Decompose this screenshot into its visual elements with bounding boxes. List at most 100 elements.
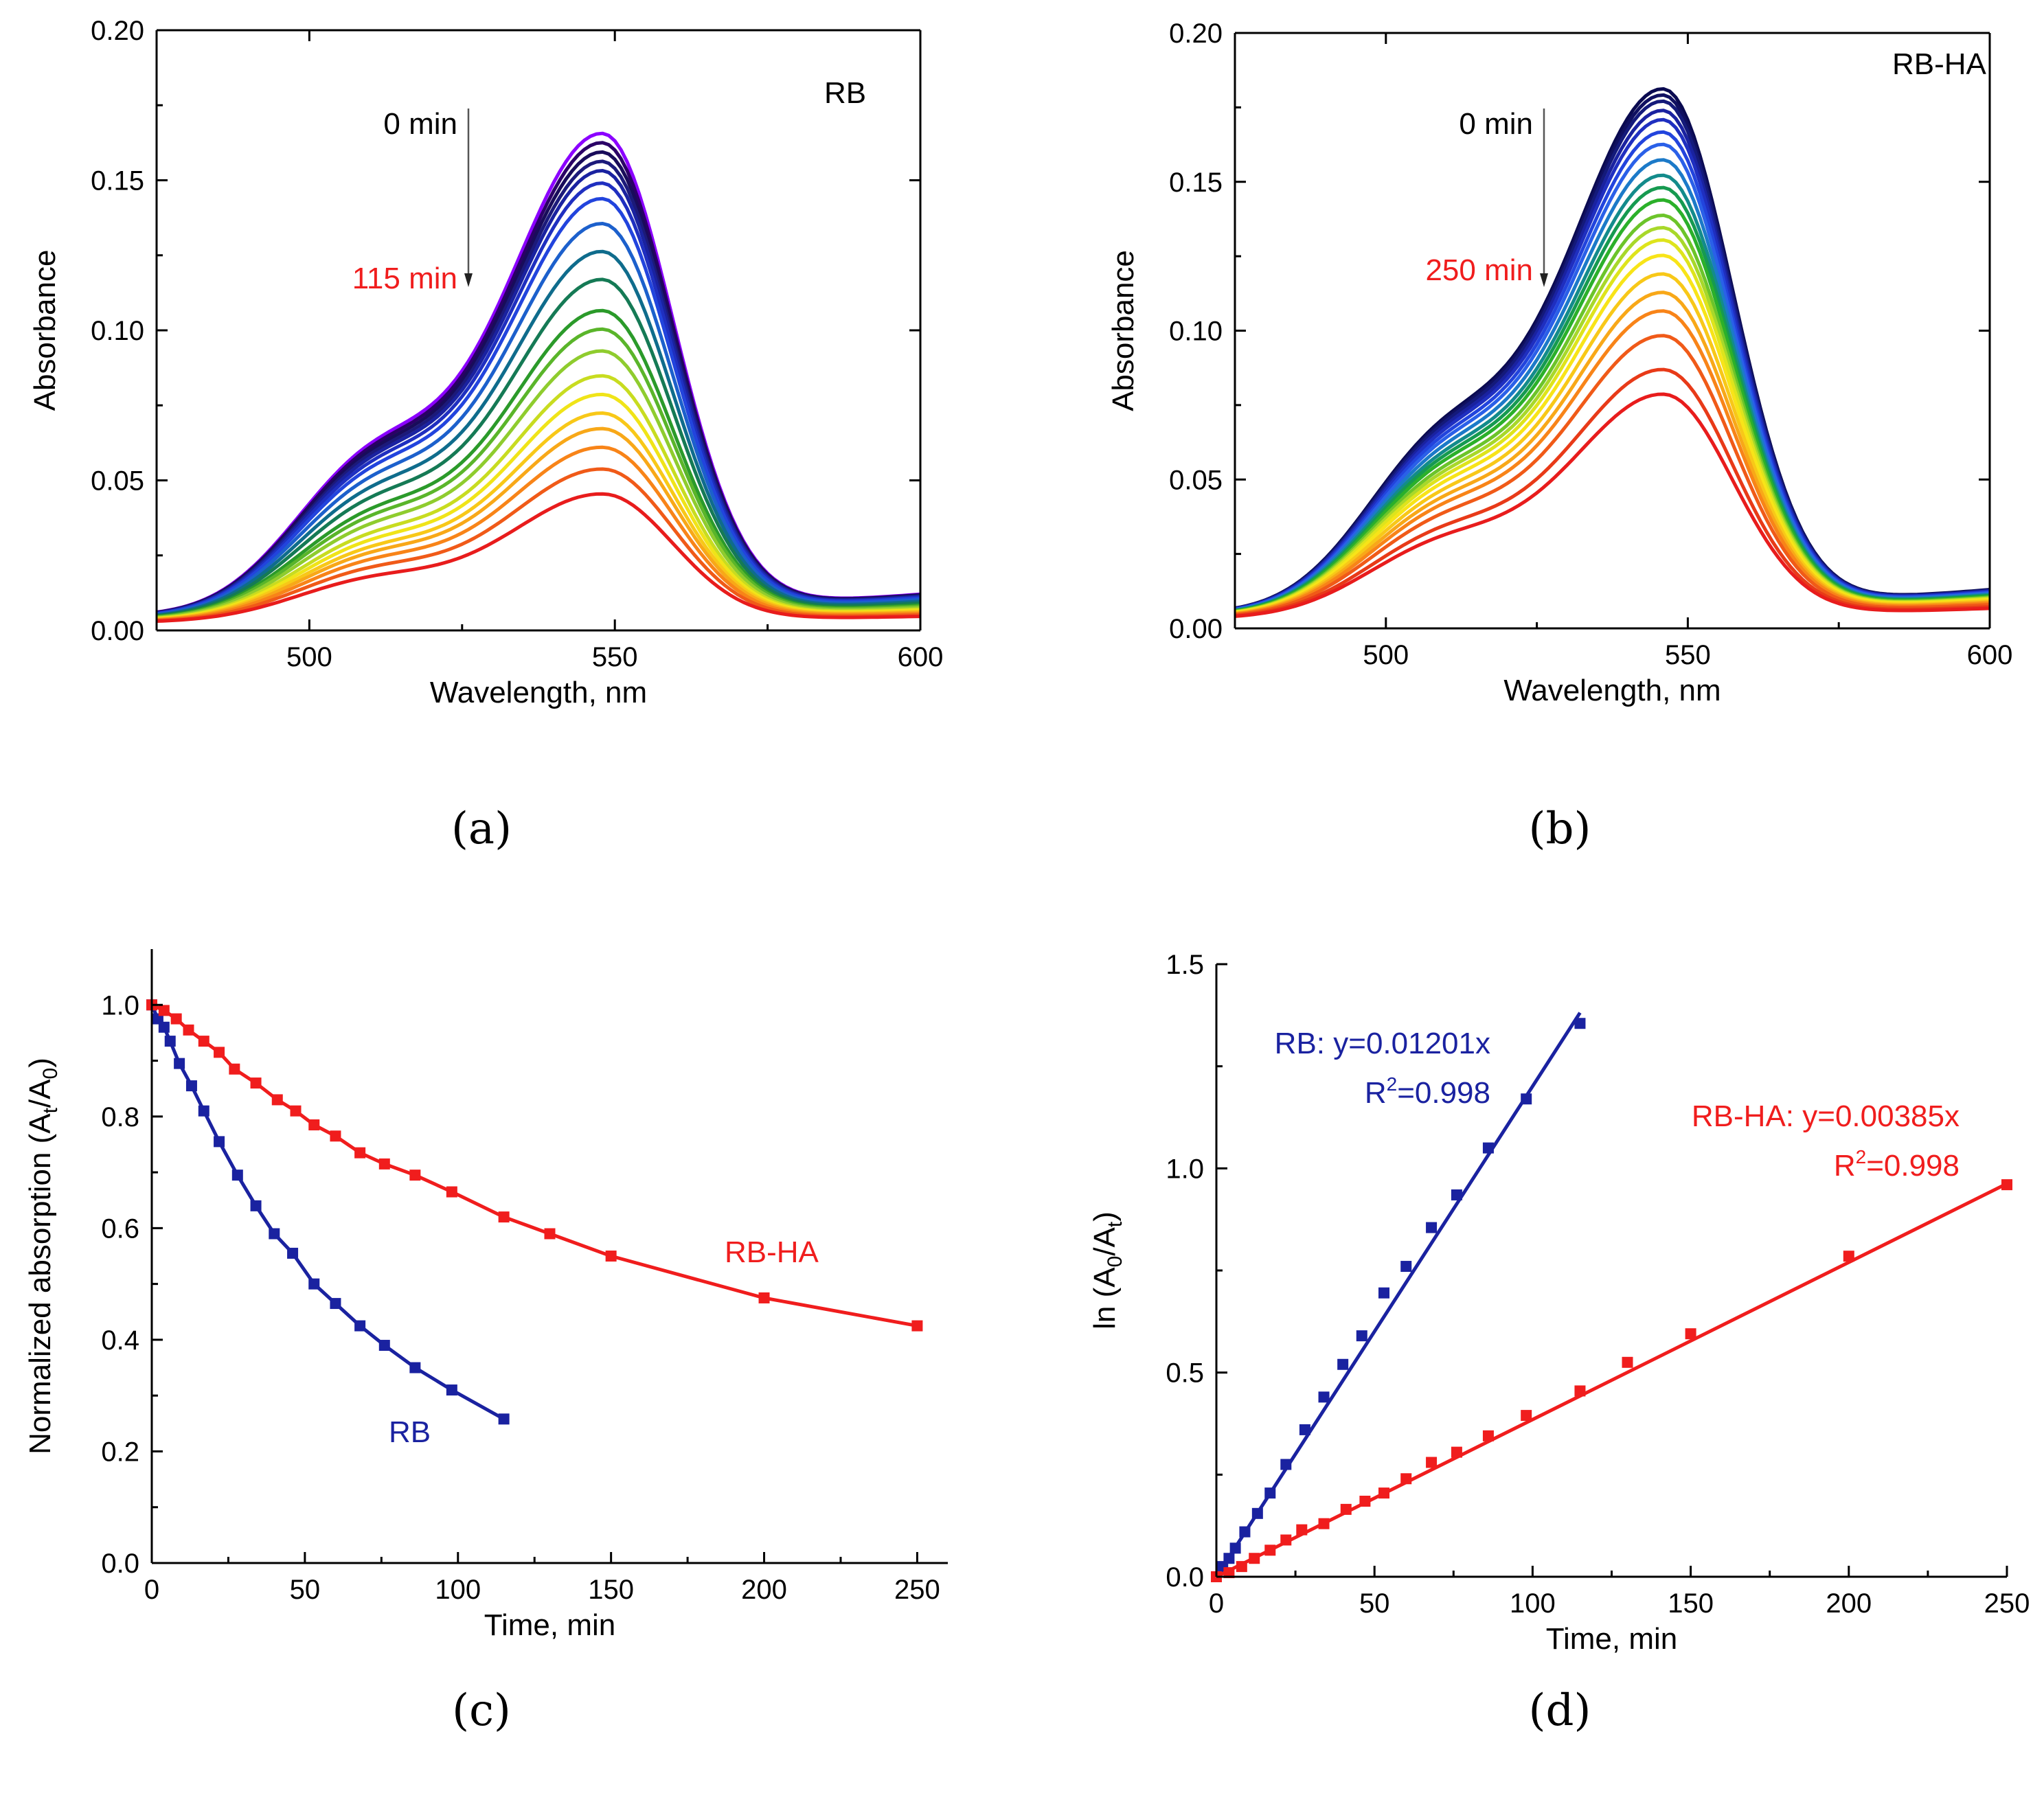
y-tick-label-c-1: 0.2	[101, 1437, 139, 1467]
data-point-c-rb-ha	[170, 1013, 182, 1025]
x-tick-label-a-1: 550	[592, 642, 638, 672]
data-point-d-rb	[1229, 1542, 1241, 1554]
data-point-c-rb	[378, 1340, 390, 1352]
data-point-c-rb	[446, 1384, 457, 1396]
data-point-c-rb-ha	[290, 1105, 302, 1117]
y-tick-label-d-3: 1.5	[1166, 950, 1204, 980]
x-tick-label-a-2: 600	[898, 642, 944, 672]
data-point-d-rb	[1451, 1189, 1462, 1200]
y-tick-label-c-5: 1.0	[101, 990, 139, 1020]
y-tick-label-c-4: 0.8	[101, 1102, 139, 1132]
y-axis-label-end-c: )	[23, 1058, 57, 1068]
data-point-d-rb	[1251, 1507, 1263, 1519]
data-point-c-rb	[158, 1021, 170, 1033]
data-point-c-rb-ha	[498, 1211, 510, 1223]
y-tick-label-a-0: 0.00	[91, 616, 144, 646]
panel-label-d: (d)	[1529, 1685, 1591, 1736]
data-point-d-rb-ha	[1280, 1534, 1292, 1546]
x-tick-label-c-1: 50	[290, 1575, 321, 1605]
data-point-c-rb-ha	[308, 1119, 320, 1131]
time-arrow-a	[464, 109, 473, 287]
x-tick-label-b-0: 500	[1363, 640, 1409, 670]
data-point-d-rb-ha	[1264, 1544, 1276, 1556]
data-point-c-rb-ha	[758, 1292, 770, 1303]
data-point-d-rb-ha	[1521, 1410, 1532, 1422]
data-point-d-rb-ha	[1236, 1561, 1247, 1573]
spectrum-curve-a-9	[156, 277, 921, 618]
data-point-c-rb-ha	[183, 1024, 194, 1036]
data-point-d-rb	[1482, 1142, 1494, 1154]
axes-b: 0.00 0.05 0.10 0.15 0.20 500 550 600 Wavelength,…	[1106, 19, 2012, 707]
y-tick-label-a-4: 0.20	[91, 16, 144, 46]
data-point-d-rb	[1223, 1553, 1235, 1564]
y-tick-label-b-2: 0.10	[1169, 317, 1223, 347]
time-arrow-head-b	[1540, 273, 1548, 287]
x-tick-label-a-0: 500	[286, 642, 332, 672]
data-point-c-rb-ha	[250, 1077, 262, 1089]
x-tick-label-c-3: 150	[588, 1575, 634, 1605]
data-point-d-rb	[1337, 1358, 1349, 1370]
r2-rbha-sup: 2	[1856, 1146, 1867, 1167]
data-point-d-rb-ha	[1574, 1385, 1586, 1397]
x-tick-label-c-2: 100	[435, 1575, 481, 1605]
data-point-c-rb	[231, 1170, 243, 1181]
data-point-c-rb	[409, 1362, 421, 1373]
x-tick-label-d-3: 150	[1668, 1588, 1714, 1619]
data-point-d-rb	[1400, 1261, 1412, 1273]
y-tick-label-a-1: 0.05	[91, 466, 144, 497]
x-tick-label-d-4: 200	[1826, 1588, 1872, 1619]
data-point-d-rb	[1521, 1093, 1532, 1105]
data-point-d-rb	[1356, 1330, 1367, 1342]
spectrum-curve-b-20	[1234, 392, 1990, 618]
data-point-c-rb	[198, 1105, 209, 1117]
data-point-c-rb-ha	[544, 1228, 556, 1240]
x-axis-label-d: Time, min	[1546, 1622, 1678, 1656]
data-point-d-rb-ha	[1318, 1518, 1330, 1529]
time-start-label-a: 0 min	[383, 107, 457, 141]
data-point-d-rb-ha	[1296, 1524, 1308, 1536]
data-point-c-rb	[250, 1200, 262, 1211]
r2-rb-sup: 2	[1387, 1073, 1398, 1095]
x-tick-label-d-0: 0	[1209, 1588, 1224, 1619]
plot-content-c	[146, 999, 923, 1425]
data-point-d-rb-ha	[1378, 1487, 1390, 1499]
y-axis-label-sub2-d: t	[1104, 1221, 1126, 1227]
x-tick-label-d-5: 250	[1984, 1588, 2030, 1619]
y-axis-label-end-d: )	[1088, 1211, 1122, 1222]
spectrum-curve-a-19	[156, 492, 921, 623]
series-label-rbha: RB-HA	[1892, 47, 1987, 81]
data-point-d-rb-ha	[1843, 1251, 1854, 1262]
data-point-c-rb-ha	[229, 1063, 240, 1075]
data-point-d-rb	[1378, 1287, 1390, 1299]
x-tick-label-c-0: 0	[144, 1575, 159, 1605]
data-point-c-rb	[164, 1036, 176, 1047]
data-point-c-rb	[152, 1013, 163, 1025]
data-point-c-rb-ha	[409, 1170, 421, 1181]
y-tick-label-c-2: 0.4	[101, 1325, 139, 1356]
y-axis-label-mid-c: /A	[23, 1079, 57, 1108]
data-point-d-rb-ha	[1426, 1457, 1438, 1468]
data-point-d-rb-ha	[1685, 1328, 1696, 1340]
data-point-c-rb-ha	[158, 1005, 170, 1016]
x-tick-label-c-4: 200	[741, 1575, 787, 1605]
data-point-d-rb-ha	[1340, 1503, 1352, 1515]
panel-d-first-order-kinetics: 0.0 0.5 1.0 1.5 0 50 100 150 200 250 Time, min ln (…	[1088, 950, 2030, 1736]
x-tick-label-b-2: 600	[1967, 640, 2013, 670]
spectrum-curve-a-7	[156, 222, 921, 617]
y-axis-label-sub1-d: 0	[1104, 1256, 1126, 1268]
spectra-curves-b	[1234, 87, 1990, 618]
data-point-c-rb-ha	[354, 1147, 366, 1159]
y-tick-label-c-0: 0.0	[101, 1549, 139, 1579]
panel-a-spectra-rb: 0.00 0.05 0.10 0.15 0.20 500 550 600 Wavelength,…	[28, 16, 943, 854]
spectra-curves-a	[156, 131, 921, 623]
fit-equation-rbha: RB-HA: y=0.00385x	[1692, 1099, 1960, 1133]
panel-c-normalized-absorption: 0.0 0.2 0.4 0.6 0.8 1.0 0 50 100 150 200 250 Time, m…	[23, 949, 948, 1736]
r2-rbha-value: =0.998	[1866, 1149, 1960, 1183]
data-point-c-rb	[498, 1413, 510, 1425]
series-label-rb: RB	[824, 76, 866, 110]
data-point-c-rb-ha	[198, 1036, 209, 1047]
data-point-d-rb-ha	[1482, 1430, 1494, 1441]
data-point-d-rb-ha	[2001, 1179, 2012, 1191]
data-point-d-rb-ha	[1359, 1495, 1371, 1507]
